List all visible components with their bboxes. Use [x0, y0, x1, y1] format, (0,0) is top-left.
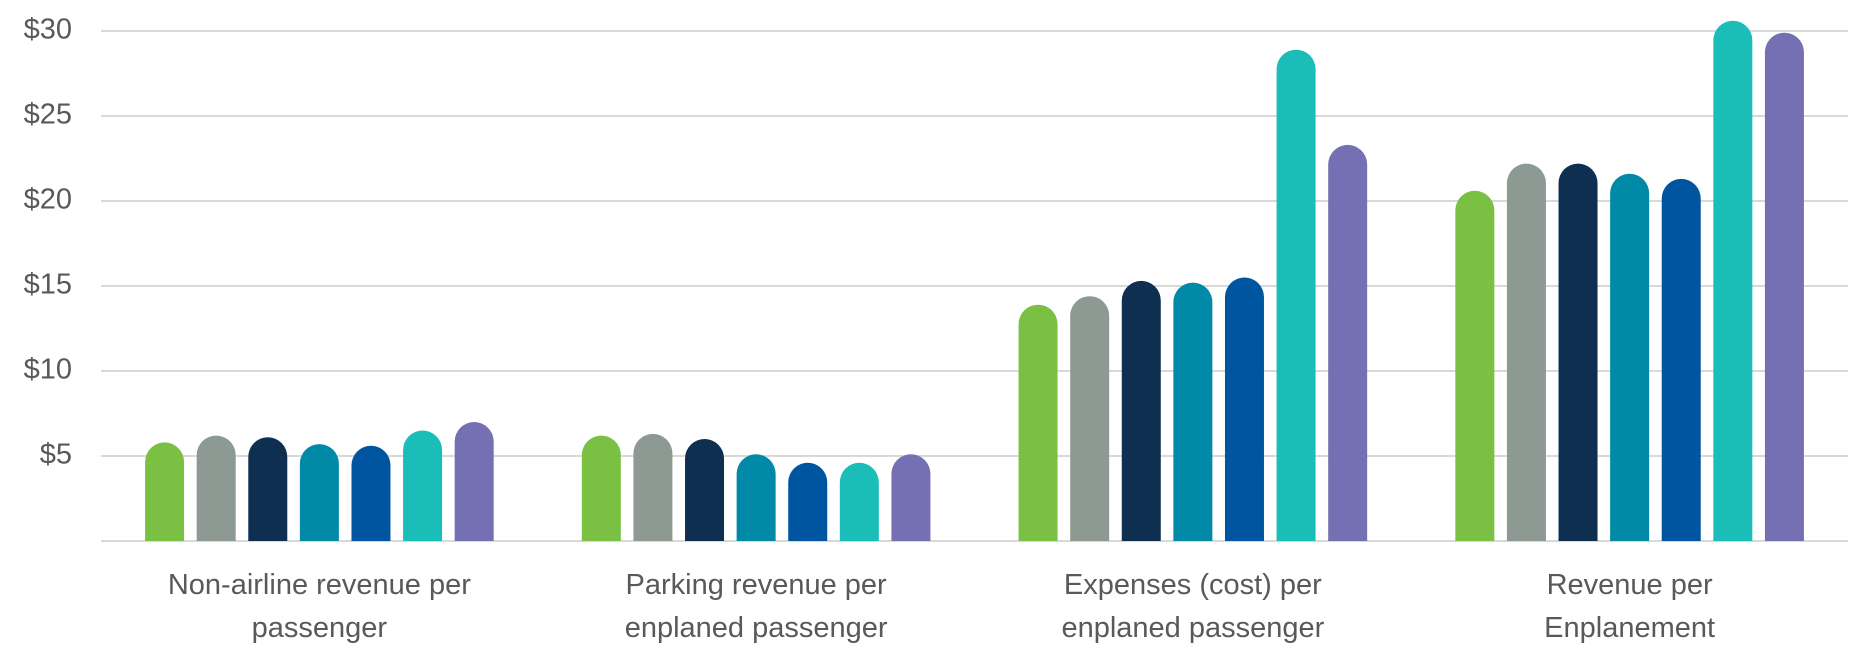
bar — [736, 454, 776, 541]
bar — [299, 444, 339, 541]
y-tick-label: $10 — [24, 354, 72, 386]
bar — [788, 462, 828, 541]
bar — [581, 435, 621, 541]
bar — [1455, 190, 1495, 542]
bar — [403, 430, 443, 541]
bar — [1713, 20, 1753, 542]
y-tick-label: $30 — [24, 14, 72, 46]
bar — [633, 433, 673, 541]
bar — [1610, 173, 1650, 542]
bar — [839, 462, 879, 541]
bar — [1661, 178, 1701, 541]
x-tick-label: Revenue per Enplanement — [1544, 569, 1716, 644]
bar — [145, 442, 185, 541]
y-tick-label: $20 — [24, 184, 72, 216]
bar — [1328, 144, 1368, 541]
bar — [1506, 163, 1546, 541]
bar — [1018, 304, 1058, 541]
bar — [1764, 32, 1804, 541]
x-tick-label: Expenses (cost) per enplaned passenger — [1061, 569, 1325, 644]
y-tick-label: $5 — [40, 439, 72, 471]
bar — [891, 454, 931, 541]
bar — [196, 435, 236, 541]
bar — [1558, 163, 1598, 541]
bar — [1224, 277, 1264, 541]
bar — [685, 439, 725, 541]
y-tick-label: $15 — [24, 269, 72, 301]
bar — [248, 437, 288, 541]
y-tick-label: $25 — [24, 99, 72, 131]
bar — [454, 422, 494, 541]
bar — [351, 445, 391, 541]
x-tick-label: Non-airline revenue per passenger — [167, 569, 471, 644]
bar — [1070, 296, 1110, 541]
bar — [1173, 282, 1213, 541]
bar — [1276, 49, 1316, 541]
bar — [1121, 280, 1161, 541]
x-tick-label: Parking revenue per enplaned passenger — [624, 569, 888, 644]
